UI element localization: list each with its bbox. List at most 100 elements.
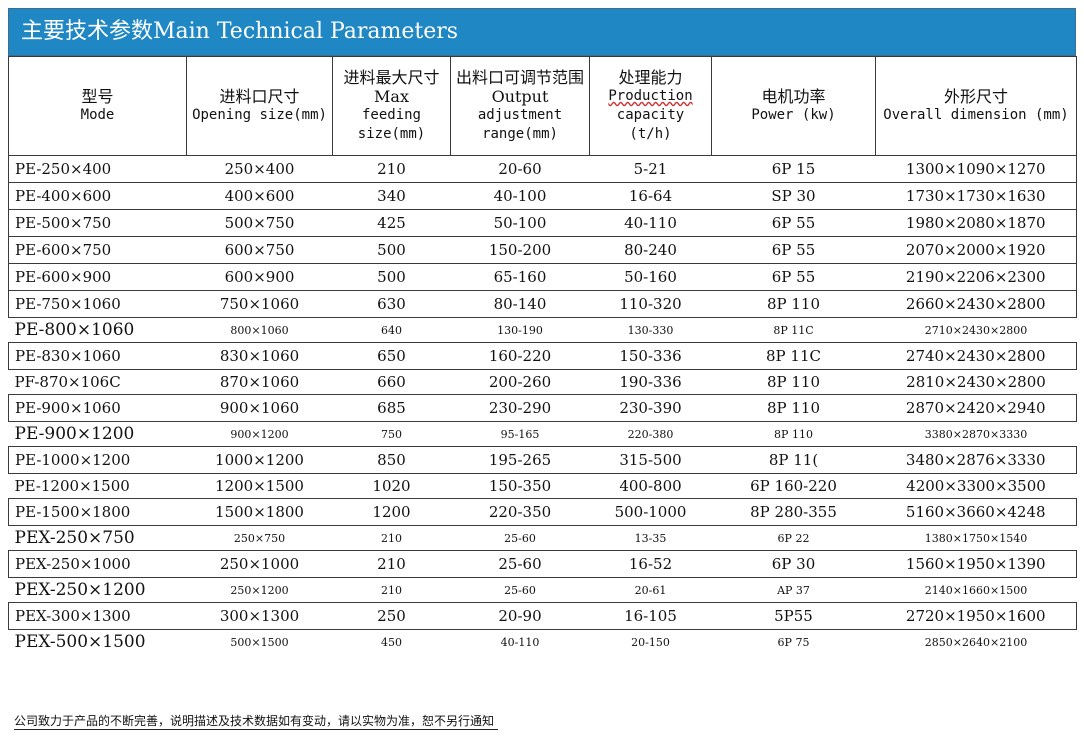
- table-row: PEX-250×750 250×750 210 25-60 13-35 6P 22 1380…: [9, 526, 1077, 551]
- cell-overall-dimension: 1980×2080×1870: [875, 209, 1077, 237]
- cell-overall-dimension: 3380×2870×3330: [924, 427, 1028, 441]
- cell-power: 6P 30: [711, 550, 876, 578]
- cell-model: PE-250×400: [8, 155, 187, 183]
- cell-model: PE-600×900: [8, 263, 187, 291]
- cell-power: 8P 11C: [711, 342, 876, 370]
- cell-model: PEX-250×750: [14, 528, 135, 548]
- cell-overall-dimension: 5160×3660×4248: [875, 498, 1077, 526]
- cell-output-range: 130-190: [497, 323, 543, 337]
- cell-power: 8P 11(: [711, 446, 876, 474]
- cell-capacity: 110-320: [589, 290, 712, 318]
- table-row: PE-830×1060 830×1060 650 160-220 150-336 8P 1…: [8, 342, 1077, 370]
- cell-opening-size: 870×1060: [219, 373, 300, 391]
- cell-max-feeding-size: 1020: [372, 477, 411, 495]
- header-power: 电机功率 Power (kw): [711, 56, 876, 156]
- cell-capacity: 16-64: [589, 182, 712, 210]
- table-row: PE-500×750 500×750 425 50-100 40-110 6P 55 198…: [8, 209, 1077, 237]
- cell-capacity: 50-160: [589, 263, 712, 291]
- cell-capacity: 230-390: [589, 394, 712, 422]
- cell-output-range: 20-90: [450, 602, 590, 630]
- header-capacity: 处理能力 Production capacity (t/h): [589, 56, 712, 156]
- cell-power: 6P 160-220: [750, 477, 837, 495]
- cell-output-range: 95-165: [500, 427, 540, 441]
- cell-model: PE-900×1060: [8, 394, 187, 422]
- cell-max-feeding-size: 850: [332, 446, 451, 474]
- cell-opening-size: 830×1060: [186, 342, 333, 370]
- cell-overall-dimension: 2070×2000×1920: [875, 236, 1077, 264]
- cell-opening-size: 1500×1800: [186, 498, 333, 526]
- table-row: PE-1000×1200 1000×1200 850 195-265 315-500 8P…: [8, 446, 1077, 474]
- cell-model: PEX-500×1500: [14, 632, 146, 652]
- cell-overall-dimension: 1300×1090×1270: [875, 155, 1077, 183]
- cell-output-range: 160-220: [450, 342, 590, 370]
- cell-output-range: 195-265: [450, 446, 590, 474]
- cell-overall-dimension: 2810×2430×2800: [906, 373, 1046, 391]
- cell-max-feeding-size: 250: [332, 602, 451, 630]
- cell-output-range: 200-260: [488, 373, 552, 391]
- cell-max-feeding-size: 425: [332, 209, 451, 237]
- cell-output-range: 25-60: [504, 583, 536, 597]
- cell-capacity: 5-21: [589, 155, 712, 183]
- cell-output-range: 150-200: [450, 236, 590, 264]
- cell-power: 6P 55: [711, 236, 876, 264]
- cell-output-range: 150-350: [488, 477, 552, 495]
- cell-power: 8P 110: [711, 394, 876, 422]
- cell-capacity: 190-336: [619, 373, 682, 391]
- table-row: PE-800×1060 800×1060 640 130-190 130-330 8P 1…: [9, 318, 1077, 343]
- table-row: PE-250×400 250×400 210 20-60 5-21 6P 15 1300×1…: [8, 155, 1077, 183]
- cell-overall-dimension: 2720×1950×1600: [875, 602, 1077, 630]
- parameters-table: 型号 Mode 进料口尺寸 Opening size(mm) 进料最大尺寸Max fe…: [8, 56, 1077, 654]
- cell-power: 6P 55: [711, 263, 876, 291]
- cell-max-feeding-size: 210: [332, 550, 451, 578]
- cell-model: PE-750×1060: [8, 290, 187, 318]
- cell-overall-dimension: 4200×3300×3500: [906, 477, 1046, 495]
- cell-power: 8P 280-355: [711, 498, 876, 526]
- table-row: PE-1500×1800 1500×1800 1200 220-350 500-1000…: [8, 498, 1077, 526]
- cell-max-feeding-size: 640: [381, 323, 402, 337]
- cell-output-range: 40-100: [450, 182, 590, 210]
- cell-overall-dimension: 2850×2640×2100: [924, 635, 1028, 649]
- table-row: PE-750×1060 750×1060 630 80-140 110-320 8P 11…: [8, 290, 1077, 318]
- cell-overall-dimension: 2660×2430×2800: [875, 290, 1077, 318]
- table-row: PEX-300×1300 300×1300 250 20-90 16-105 5P55 27…: [8, 602, 1077, 630]
- table-row: PE-900×1200 900×1200 750 95-165 220-380 8P 11…: [9, 422, 1077, 447]
- cell-max-feeding-size: 750: [381, 427, 402, 441]
- cell-max-feeding-size: 630: [332, 290, 451, 318]
- cell-max-feeding-size: 1200: [332, 498, 451, 526]
- cell-max-feeding-size: 650: [332, 342, 451, 370]
- header-max-feeding-size: 进料最大尺寸Max feeding size(mm): [332, 56, 451, 156]
- cell-model: PE-400×600: [8, 182, 187, 210]
- cell-output-range: 25-60: [504, 531, 536, 545]
- cell-model: PF-870×106C: [14, 373, 121, 391]
- cell-opening-size: 600×750: [186, 236, 333, 264]
- table-row: PE-900×1060 900×1060 685 230-290 230-390 8P 1…: [8, 394, 1077, 422]
- cell-model: PE-1000×1200: [8, 446, 187, 474]
- cell-overall-dimension: 2710×2430×2800: [924, 323, 1028, 337]
- table-row: PE-1200×1500 1200×1500 1020 150-350 400-800 6…: [9, 474, 1077, 499]
- cell-capacity: 20-150: [631, 635, 670, 649]
- cell-opening-size: 1000×1200: [186, 446, 333, 474]
- cell-capacity: 20-61: [634, 583, 667, 597]
- cell-opening-size: 300×1300: [186, 602, 333, 630]
- cell-model: PEX-250×1200: [14, 580, 146, 600]
- cell-power: 6P 75: [777, 635, 810, 649]
- cell-opening-size: 600×900: [186, 263, 333, 291]
- cell-capacity: 40-110: [589, 209, 712, 237]
- header-model: 型号 Mode: [8, 56, 187, 156]
- cell-opening-size: 900×1200: [230, 427, 289, 441]
- cell-output-range: 230-290: [450, 394, 590, 422]
- cell-power: 8P 11C: [773, 323, 814, 337]
- header-row: 型号 Mode 进料口尺寸 Opening size(mm) 进料最大尺寸Max fe…: [8, 56, 1077, 156]
- table-body: PE-250×400 250×400 210 20-60 5-21 6P 15 1300×1…: [8, 155, 1077, 655]
- cell-model: PE-1500×1800: [8, 498, 187, 526]
- cell-capacity: 500-1000: [589, 498, 712, 526]
- cell-model: PE-1200×1500: [14, 477, 130, 495]
- table-row: PE-400×600 400×600 340 40-100 16-64 SP 30 1730…: [8, 182, 1077, 210]
- cell-opening-size: 750×1060: [186, 290, 333, 318]
- cell-capacity: 150-336: [589, 342, 712, 370]
- cell-opening-size: 400×600: [186, 182, 333, 210]
- table-row: PEX-500×1500 500×1500 450 40-110 20-150 6P 75…: [9, 630, 1077, 655]
- cell-model: PE-900×1200: [14, 424, 135, 444]
- cell-capacity: 80-240: [589, 236, 712, 264]
- cell-power: 6P 22: [777, 531, 810, 545]
